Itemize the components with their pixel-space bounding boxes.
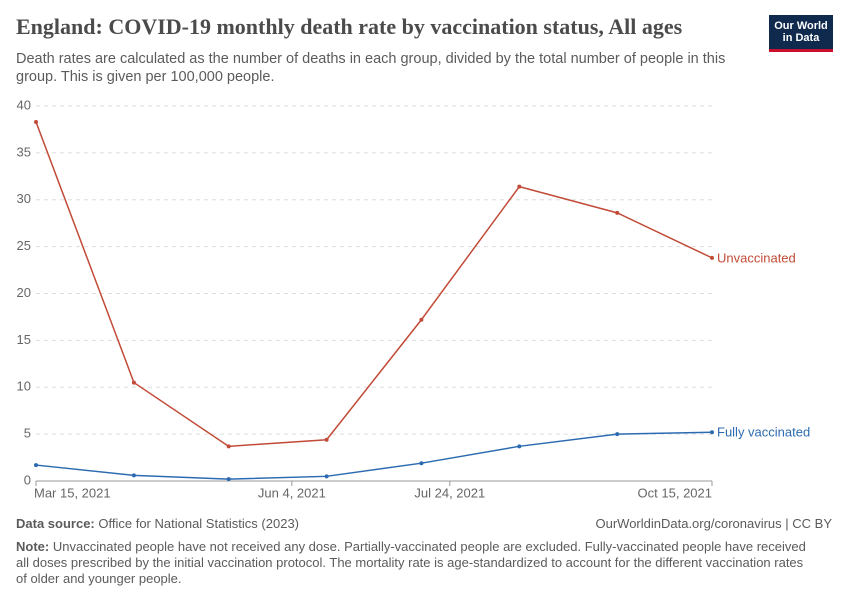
point — [517, 444, 522, 449]
y-tick-label: 10 — [17, 379, 31, 394]
point — [131, 473, 136, 478]
point — [324, 437, 329, 442]
x-tick-label: Oct 15, 2021 — [638, 485, 712, 500]
y-tick-label: 0 — [24, 472, 31, 487]
line — [35, 431, 713, 480]
x-tick-label: Mar 15, 2021 — [34, 485, 111, 500]
y-tick-label: 25 — [17, 238, 31, 253]
chart: 0 5 10 15 20 25 30 35 40 Mar 15, 2021 Jun 4, 2021 J… — [17, 97, 811, 500]
x-tick-label: Jun 4, 2021 — [258, 485, 326, 500]
point — [324, 474, 329, 479]
point — [34, 463, 38, 468]
chart-subtitle: Death rates are calculated as the number… — [16, 51, 726, 85]
point — [710, 255, 714, 260]
logo[interactable]: Our World in Data — [769, 15, 833, 52]
y-tick-label: 30 — [17, 191, 31, 206]
point — [419, 317, 424, 322]
point — [226, 477, 231, 482]
point — [615, 432, 620, 437]
logo-line: in Data — [782, 32, 820, 44]
point — [710, 430, 714, 435]
x-tick-label: Jul 24, 2021 — [414, 485, 485, 500]
y-tick-label: 35 — [17, 144, 31, 159]
series-label: Unvaccinated — [717, 250, 796, 265]
chart-title: England: COVID-19 monthly death rate by … — [16, 14, 683, 39]
logo-line: Our World — [774, 20, 828, 32]
note-label: Note: — [16, 539, 50, 554]
source: Data source: Office for National Statist… — [16, 516, 299, 531]
y-tick-label: 15 — [17, 332, 31, 347]
y-tick-label: 20 — [17, 285, 31, 300]
source-label: Data source: — [16, 516, 95, 531]
point — [226, 444, 231, 449]
point — [419, 461, 424, 466]
y-tick-label: 40 — [17, 97, 31, 112]
series-label: Fully vaccinated — [717, 425, 810, 440]
point — [131, 380, 136, 385]
source-text: Office for National Statistics (2023) — [98, 516, 299, 531]
note: Note: Unvaccinated people have not recei… — [16, 539, 816, 587]
point — [34, 119, 38, 124]
point — [517, 184, 522, 189]
line — [35, 121, 713, 448]
url[interactable]: OurWorldinData.org/coronavirus | CC BY — [595, 516, 832, 531]
point — [615, 210, 620, 215]
note-text: Unvaccinated people have not received an… — [16, 539, 806, 586]
y-tick-label: 5 — [24, 426, 31, 441]
